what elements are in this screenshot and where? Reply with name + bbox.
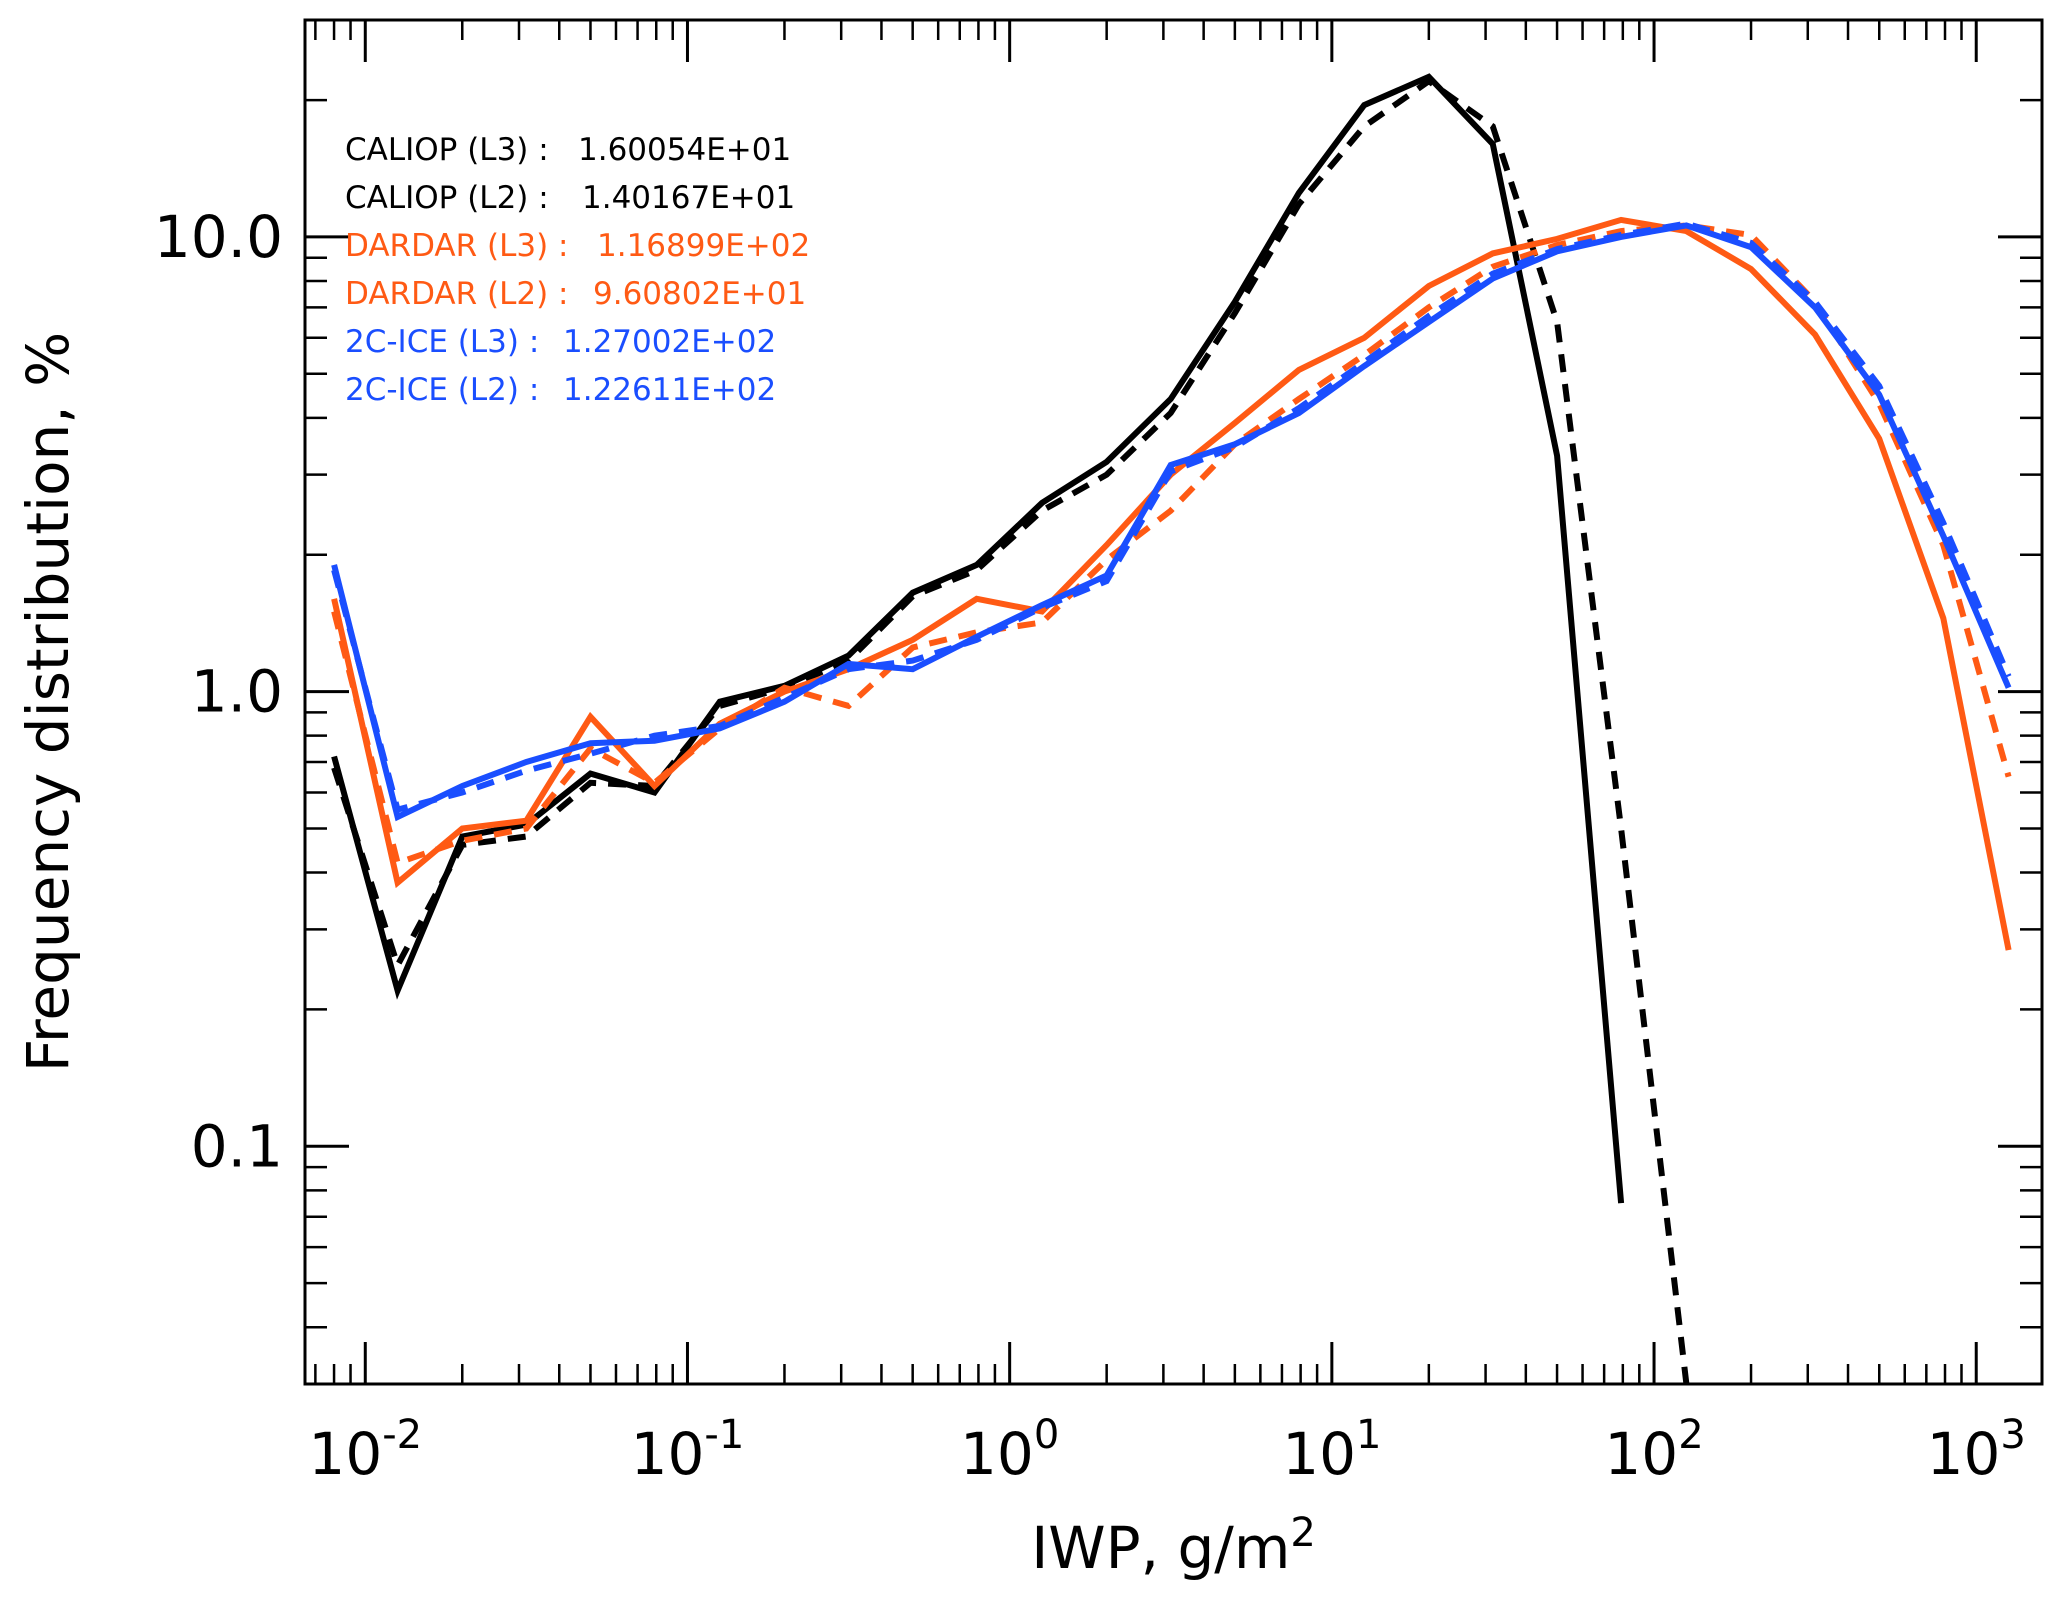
legend-entry-value: 1.40167E+01 [582, 180, 795, 216]
legend-entry-value: 1.60054E+01 [578, 132, 791, 168]
legend-entry-value: 9.60802E+01 [593, 276, 806, 312]
x-tick-label: 10-2 [308, 1412, 422, 1488]
legend-entry-name: 2C-ICE (L3) : [345, 324, 539, 360]
x-tick-label-base: 10 [1927, 1420, 2001, 1488]
x-tick-label-base: 10 [960, 1420, 1034, 1488]
x-tick-label: 101 [1282, 1412, 1381, 1488]
x-axis-title-superscript: 2 [1290, 1510, 1315, 1556]
x-tick-label-exponent: 1 [1356, 1412, 1381, 1458]
legend-entry-name: DARDAR (L2) : [345, 276, 568, 312]
y-tick-label: 10.0 [154, 203, 283, 271]
x-tick-label-exponent: 2 [1678, 1412, 1703, 1458]
series-layer [331, 73, 2012, 1385]
legend-entry-name: DARDAR (L3) : [345, 228, 568, 264]
x-tick-label: 103 [1927, 1412, 2026, 1488]
minor-ticks [305, 20, 2042, 1384]
series-line-caliop-l3 [331, 73, 1625, 1204]
x-tick-label-base: 10 [308, 1420, 382, 1488]
series-line-2c-ice-l2 [331, 220, 2012, 814]
x-tick-label-base: 10 [1282, 1420, 1356, 1488]
series-line-caliop-l2 [331, 77, 1690, 1385]
x-axis-title-text: IWP, g/m [1031, 1514, 1290, 1582]
series-line-dardar-l2 [331, 222, 2012, 867]
x-tick-label-exponent: 0 [1034, 1412, 1059, 1458]
major-ticks [305, 20, 2042, 1384]
y-axis-title: Frequency distribution, % [14, 332, 82, 1073]
x-tick-label-exponent: -2 [382, 1412, 422, 1458]
legend: CALIOP (L3) : 1.60054E+01 CALIOP (L2) : 1.4… [345, 132, 810, 408]
x-tick-label: 100 [960, 1412, 1059, 1488]
y-tick-label: 0.1 [191, 1112, 283, 1180]
x-tick-label: 102 [1604, 1412, 1703, 1488]
x-tick-label: 10-1 [631, 1412, 745, 1488]
legend-entry-name: 2C-ICE (L2) : [345, 372, 539, 408]
x-tick-label-exponent: -1 [704, 1412, 744, 1458]
legend-entry-value: 1.27002E+02 [563, 324, 776, 360]
legend-entry-name: CALIOP (L2) : [345, 180, 549, 216]
plot-frame [303, 18, 2044, 1386]
x-tick-label-base: 10 [631, 1420, 705, 1488]
x-tick-label-exponent: 3 [2000, 1412, 2025, 1458]
x-tick-label-base: 10 [1604, 1420, 1678, 1488]
series-line-2c-ice-l3 [331, 222, 2012, 822]
x-axis-title: IWP, g/m2 [1031, 1510, 1316, 1582]
y-tick-label: 1.0 [191, 658, 283, 726]
legend-entry-value: 1.16899E+02 [597, 228, 810, 264]
legend-entry-name: CALIOP (L3) : [345, 132, 549, 168]
legend-entry-value: 1.22611E+02 [563, 372, 776, 408]
